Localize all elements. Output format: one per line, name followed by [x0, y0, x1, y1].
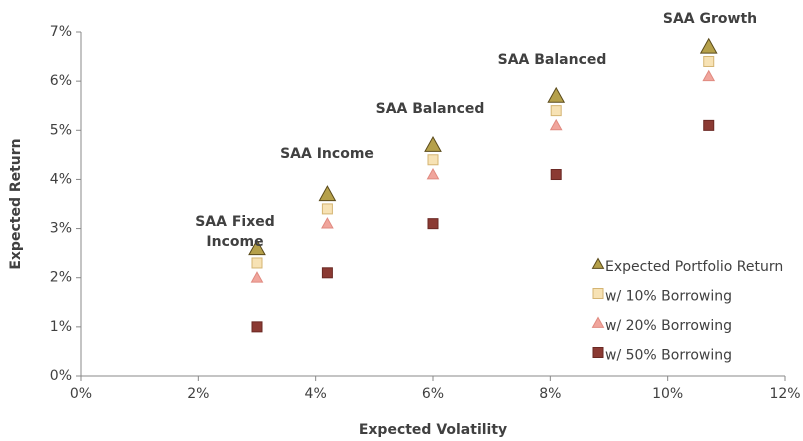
legend-swatch	[591, 316, 605, 328]
x-tick-label: 12%	[769, 386, 800, 402]
triangle-marker	[702, 69, 716, 82]
square-marker	[251, 257, 263, 269]
legend-label: w/ 20% Borrowing	[605, 318, 732, 334]
square-marker	[321, 203, 333, 215]
square-marker	[427, 154, 439, 166]
triangle-marker	[248, 239, 266, 256]
y-tick-label: 6%	[50, 73, 72, 89]
square-marker	[703, 55, 715, 67]
legend-swatch	[591, 257, 605, 269]
triangle-marker	[318, 185, 337, 202]
annotation: SAA Growth	[662, 11, 758, 27]
legend-swatch	[592, 347, 604, 358]
legend-label: w/ 50% Borrowing	[605, 348, 732, 364]
triangle-marker	[549, 118, 563, 131]
triangle-marker	[250, 271, 264, 283]
y-tick-label: 1%	[50, 319, 72, 335]
x-tick-label: 10%	[652, 386, 683, 402]
legend-swatch	[592, 288, 604, 299]
square-marker	[321, 267, 333, 279]
triangle-marker	[426, 167, 440, 180]
y-tick-label: 7%	[50, 24, 72, 40]
x-tick-label: 0%	[70, 386, 92, 402]
y-tick-label: 4%	[50, 171, 72, 187]
x-tick-label: 4%	[305, 386, 327, 402]
square-marker	[251, 321, 263, 333]
y-tick-label: 5%	[50, 122, 72, 138]
x-tick-label: 2%	[187, 386, 209, 402]
square-marker	[703, 119, 715, 131]
y-tick-label: 2%	[50, 270, 72, 286]
triangle-marker	[424, 135, 442, 152]
x-tick-label: 6%	[422, 386, 444, 402]
triangle-marker	[547, 86, 566, 103]
x-tick-label: 8%	[539, 386, 561, 402]
legend-label: w/ 10% Borrowing	[605, 289, 732, 305]
annotation: SAA Income	[280, 146, 374, 162]
y-tick-label: 3%	[50, 221, 72, 237]
square-marker	[550, 169, 562, 181]
triangle-marker	[699, 37, 718, 54]
y-tick-label: 0%	[50, 368, 72, 384]
annotation: SAA Balanced	[497, 52, 607, 68]
square-marker	[427, 218, 439, 230]
y-axis-label: Expected Return	[8, 138, 24, 269]
square-marker	[550, 105, 562, 117]
annotation: SAA Fixed Income	[195, 214, 275, 250]
legend-label: Expected Portfolio Return	[605, 259, 783, 275]
annotation: SAA Balanced	[375, 101, 485, 117]
x-axis-label: Expected Volatility	[359, 422, 507, 438]
triangle-marker	[321, 217, 334, 229]
